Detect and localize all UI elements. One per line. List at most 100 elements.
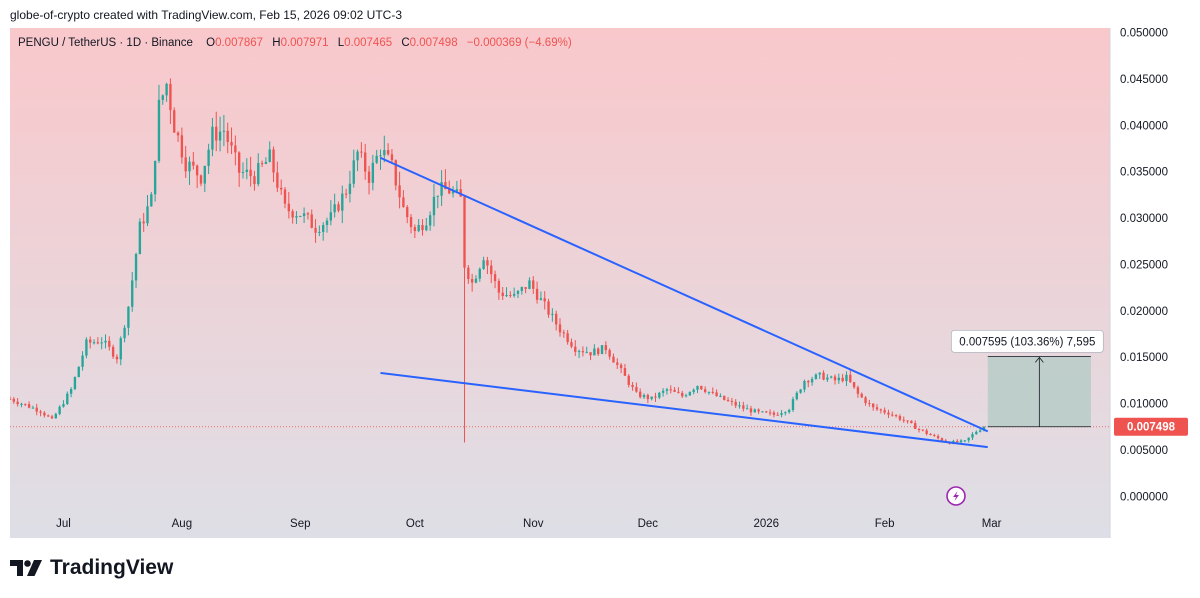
candle-body [176,132,180,136]
candle-body [264,161,268,164]
candle-body [310,214,313,228]
candle-body [532,280,535,289]
candle-body [493,274,497,282]
candle-body [279,187,283,190]
candle-body [123,327,126,339]
candle-body [486,260,489,266]
candle-body [318,231,321,233]
candle-body [66,393,69,405]
candle-body [658,392,661,398]
candle-body [337,204,340,211]
close-label: C [401,37,409,49]
candle-body [173,110,176,133]
candle-body [681,392,684,397]
candle-body [852,382,856,388]
candle-body [226,130,229,143]
candle-body [115,356,119,360]
candle-body [451,191,455,194]
lightning-icon[interactable] [946,486,966,506]
candle-body [348,183,352,194]
candle-body [127,306,130,328]
candle-body [138,221,142,255]
candle-body [375,155,378,163]
measure-tooltip[interactable]: 0.007595 (103.36%) 7,595 [950,329,1104,353]
candle-body [119,338,122,360]
candle-body [978,430,982,432]
candle-body [910,420,913,424]
candle-body [512,293,516,296]
candle-body [875,407,879,410]
candle-body [85,339,88,356]
price-chart[interactable]: 0.050000 0.045000 0.040000 0.035000 0.030000… [8,28,1190,538]
candle-body [62,404,65,407]
candle-body [589,352,592,356]
price-tick-label: 0.020000 [1120,306,1168,318]
candle-body [906,420,909,422]
candle-body [364,152,367,172]
candle-body [703,389,707,392]
candle-body [829,376,833,378]
candle-body [467,267,470,280]
candle-body [936,436,940,439]
candle-body [845,374,848,382]
candle-body [402,197,405,208]
candle-body [849,374,852,383]
candle-body [108,340,111,347]
candle-body [131,280,134,307]
last-price-value: 0.007498 [1127,422,1176,434]
measure-label: 0.007595 (103.36%) 7,595 [959,336,1095,348]
time-tick-label: Oct [406,518,425,530]
candle-body [654,396,657,398]
candle-body [421,225,424,231]
candle-body [761,411,764,413]
open-value: 0.007867 [215,37,263,49]
time-tick-label: Feb [875,518,895,530]
candle-body [58,406,61,414]
tradingview-logo-icon [10,560,42,576]
candle-body [868,403,871,405]
candle-body [314,227,317,233]
candle-body [509,295,512,297]
candle-body [524,287,527,289]
candle-body [39,411,42,413]
candle-body [833,376,837,381]
candle-body [539,298,543,300]
tradingview-logo[interactable]: TradingView [10,556,173,580]
measure-tooltip-box [950,329,1104,353]
price-tick-label: 0.015000 [1120,352,1168,364]
candle-body [69,389,73,394]
candle-body [383,150,386,156]
high-value: 0.007971 [281,37,329,49]
time-tick-label: Aug [172,518,192,530]
candle-body [50,416,54,419]
candle-body [104,340,107,343]
price-axis[interactable]: 0.050000 0.045000 0.040000 0.035000 0.030000… [1120,28,1168,504]
candle-body [73,377,77,390]
candle-body [554,313,558,325]
time-axis[interactable]: Jul Aug Sep Oct Nov Dec 2026 Feb Mar [56,518,1002,530]
candle-body [329,212,333,221]
candle-body [810,378,814,383]
candle-body [325,220,329,226]
candle-body [627,375,630,385]
price-tick-label: 0.010000 [1120,399,1168,411]
plot-background [10,28,1110,538]
candle-body [822,372,825,380]
price-tick-label: 0.035000 [1120,167,1168,179]
candle-body [883,410,886,413]
open-label: O [206,37,215,49]
candle-body [455,189,459,192]
candle-body [745,408,749,410]
candle-body [409,217,413,228]
chart-area[interactable]: 0.050000 0.045000 0.040000 0.035000 0.030000… [8,28,1190,538]
candle-body [192,161,195,166]
candle-body [929,433,932,436]
candle-body [593,348,596,356]
candle-body [199,175,203,184]
candle-body [707,391,711,393]
candle-body [818,372,821,375]
candle-body [237,152,241,173]
candle-body [646,394,650,400]
time-tick-label: Dec [638,518,659,530]
candle-body [150,194,153,207]
